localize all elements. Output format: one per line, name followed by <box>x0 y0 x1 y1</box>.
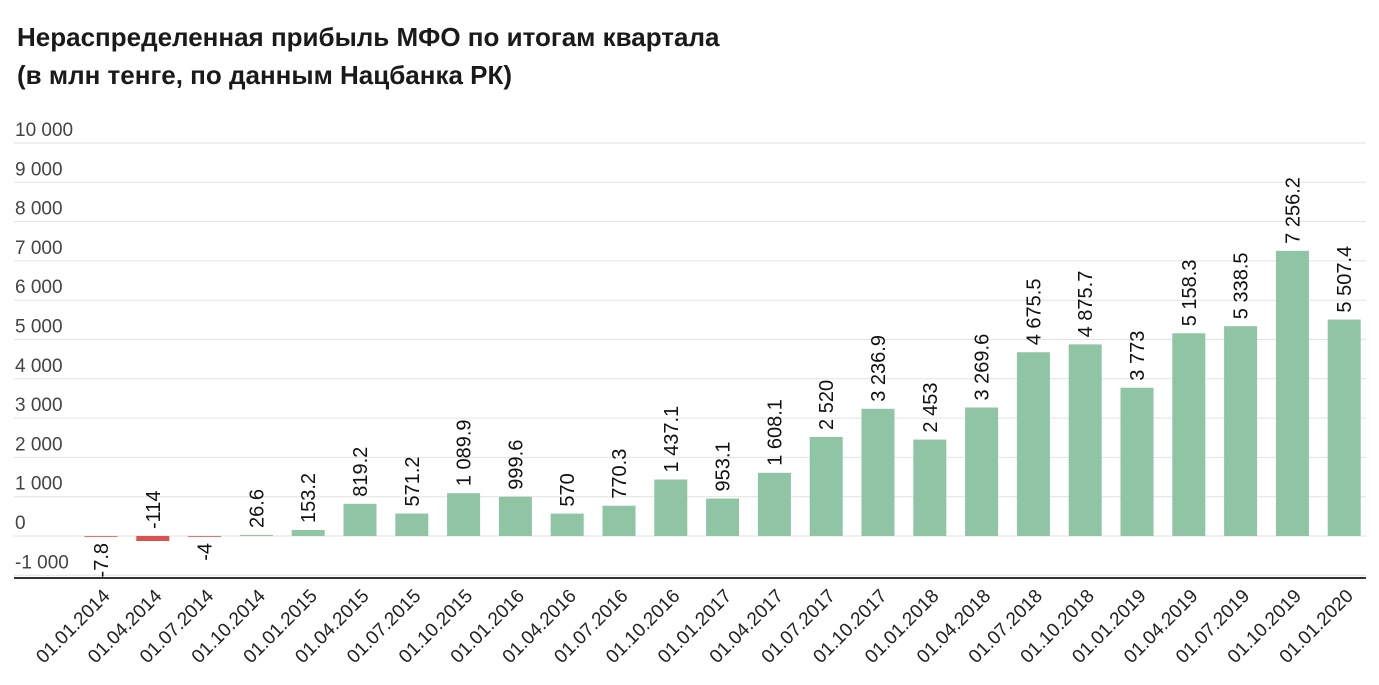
y-tick-label: 0 <box>15 513 26 534</box>
data-label: 4 875.7 <box>1075 271 1097 338</box>
bar <box>343 503 377 536</box>
data-label: -7.8 <box>91 543 113 577</box>
bar <box>654 479 688 536</box>
data-label: 5 507.4 <box>1334 246 1356 313</box>
bar <box>395 513 429 536</box>
x-axis: 01.01.201401.04.201401.07.201401.10.2014… <box>14 577 1366 668</box>
data-label: 5 338.5 <box>1231 252 1253 319</box>
chart-title: Нераспределенная прибыль МФО по итогам к… <box>17 18 719 94</box>
bar <box>1120 387 1154 536</box>
data-label: 571.2 <box>402 456 424 506</box>
bar <box>913 439 947 536</box>
data-label: 153.2 <box>298 473 320 523</box>
bar <box>1327 319 1361 536</box>
bar <box>550 513 584 536</box>
data-label: 1 608.1 <box>764 399 786 466</box>
data-label: -114 <box>143 490 165 529</box>
y-tick-label: -1 000 <box>15 552 69 573</box>
bar <box>447 493 481 536</box>
data-label: 999.6 <box>505 440 527 490</box>
bar <box>291 529 325 536</box>
chart-subtitle: (в млн тенге, по данным Нацбанка РК) <box>17 60 513 90</box>
bar <box>498 496 532 536</box>
y-axis: 10 000 9 000 8 000 7 000 6 000 5 000 4 000 3 00… <box>15 120 73 573</box>
data-label: 953.1 <box>713 441 735 491</box>
bar <box>136 536 170 541</box>
y-tick-label: 1 000 <box>15 474 63 495</box>
data-label: 1 089.9 <box>454 419 476 486</box>
data-label: 5 158.3 <box>1179 260 1201 327</box>
bar <box>1275 250 1309 536</box>
data-label: 770.3 <box>609 449 631 499</box>
bar <box>1068 344 1102 536</box>
y-tick-label: 2 000 <box>15 434 63 455</box>
y-tick-label: 10 000 <box>15 120 73 141</box>
bar <box>84 536 118 537</box>
y-tick-label: 4 000 <box>15 356 63 377</box>
data-label: 3 269.6 <box>972 334 994 401</box>
bar <box>965 407 999 536</box>
bar <box>602 505 636 536</box>
data-label: 819.2 <box>350 447 372 497</box>
gridlines <box>14 142 1366 576</box>
bar <box>1224 326 1258 536</box>
data-label: 26.6 <box>246 489 268 528</box>
data-label: 2 520 <box>816 380 838 430</box>
bar <box>1172 333 1206 536</box>
data-label: 2 453 <box>920 383 942 433</box>
data-label: 570 <box>557 473 579 506</box>
chart-title-line: Нераспределенная прибыль МФО по итогам к… <box>17 22 720 52</box>
bar <box>1016 352 1050 536</box>
data-label: 3 773 <box>1127 331 1149 381</box>
y-tick-label: 5 000 <box>15 317 63 338</box>
bars <box>84 250 1361 541</box>
data-label: 7 256.2 <box>1282 177 1304 244</box>
y-tick-label: 9 000 <box>15 159 63 180</box>
y-tick-label: 7 000 <box>15 238 63 259</box>
y-tick-label: 3 000 <box>15 395 63 416</box>
data-label: 3 236.9 <box>868 335 890 402</box>
data-labels: -7.8 -114 -4 26.6 153.2 819.2 571.2 1 089.9 999.… <box>91 177 1356 577</box>
data-label: 4 675.5 <box>1023 279 1045 346</box>
bar <box>706 498 740 536</box>
bar <box>809 436 843 536</box>
bar <box>239 534 273 536</box>
bar <box>757 472 791 536</box>
bar <box>188 536 222 537</box>
y-tick-label: 8 000 <box>15 199 63 220</box>
data-label: 1 437.1 <box>661 406 683 473</box>
data-label: -4 <box>195 543 217 561</box>
y-tick-label: 6 000 <box>15 277 63 298</box>
bar <box>861 408 895 536</box>
